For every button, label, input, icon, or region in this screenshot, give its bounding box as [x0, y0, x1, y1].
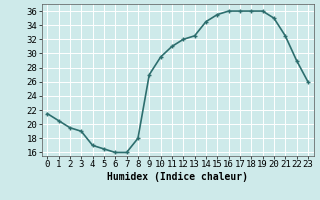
X-axis label: Humidex (Indice chaleur): Humidex (Indice chaleur) — [107, 172, 248, 182]
